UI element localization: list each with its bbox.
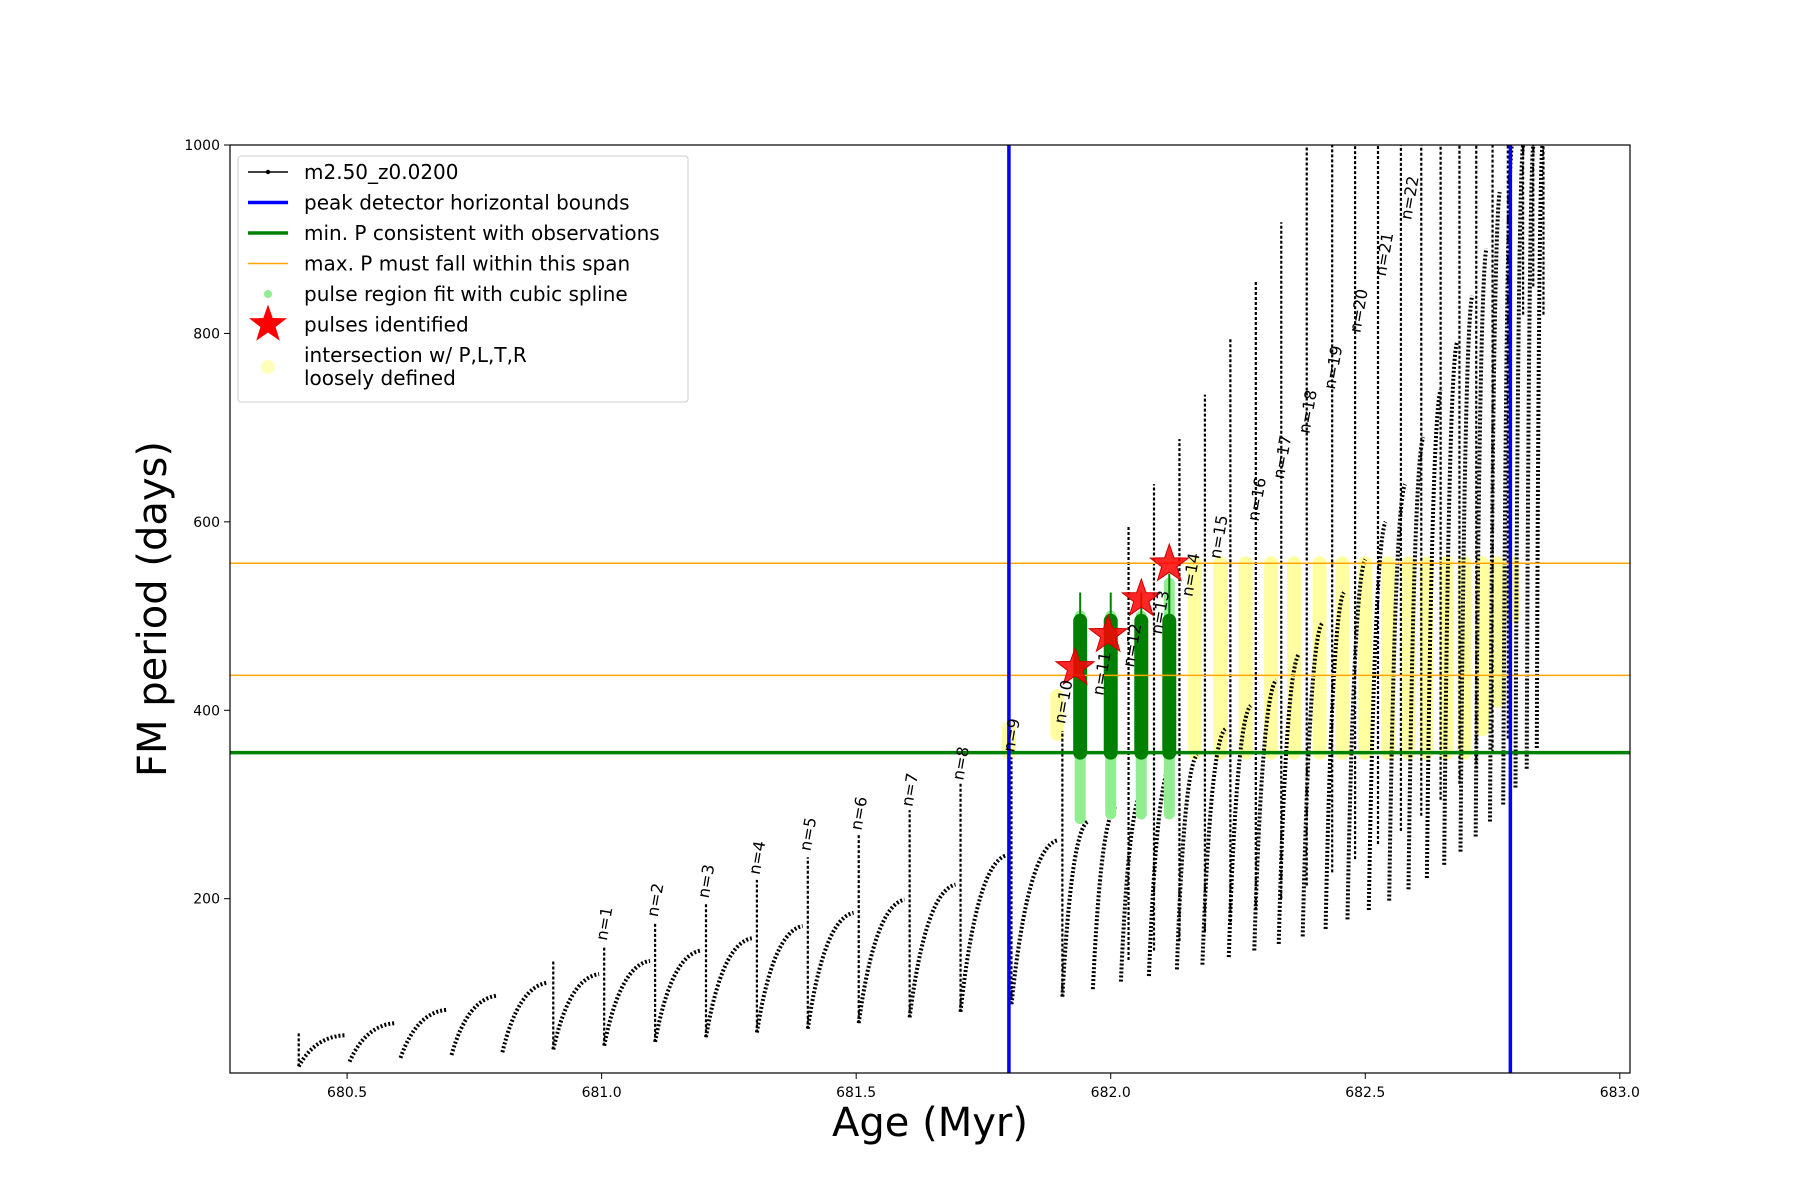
- legend-label-line: intersection w/ P,L,T,R: [304, 343, 527, 367]
- plot-layer: [230, 145, 1630, 1073]
- series-pulse-35: [1488, 191, 1502, 822]
- series-pulse-12: [856, 897, 906, 1024]
- plot-frame: [229, 144, 1631, 1074]
- legend-label-3: min. P consistent with observations: [304, 221, 660, 245]
- legend-label-6: pulses identified: [304, 313, 469, 337]
- series-pulse-17: [1090, 804, 1118, 990]
- legend-label-line: pulses identified: [304, 313, 469, 337]
- legend-label-line: max. P must fall within this span: [304, 252, 630, 276]
- x-tick-label-1: 680.5: [327, 1085, 367, 1101]
- y-tick-label-5: 1000: [184, 138, 220, 154]
- x-tick-label-6: 683.0: [1600, 1085, 1640, 1101]
- y-tick-label-4: 800: [193, 326, 220, 342]
- y-tick-label-1: 200: [193, 892, 220, 908]
- series-pulse-14: [958, 853, 1008, 1013]
- series-pulse-18: [1118, 785, 1146, 982]
- y-axis-label: FM period (days): [130, 441, 176, 777]
- x-tick-label-5: 682.5: [1345, 1085, 1385, 1101]
- series-pulse-21: [1200, 727, 1227, 965]
- series-pulse-4: [449, 993, 498, 1056]
- x-tick-label-2: 681.0: [582, 1085, 622, 1101]
- series-pulse-15: [1009, 838, 1059, 1005]
- axis-layer: 680.5 681.0 681.5 682.0 682.5 683.0 200 400 600 8…: [184, 138, 1640, 1101]
- series-pulse-13: [907, 882, 957, 1018]
- legend-box: [237, 155, 689, 403]
- x-axis-label: Age (Myr): [832, 1100, 1028, 1146]
- y-tick-label-2: 400: [193, 703, 220, 719]
- series-pulse-28: [1366, 520, 1388, 911]
- series-pulse-6: [551, 972, 600, 1050]
- legend-label-line: loosely defined: [304, 366, 456, 390]
- legend-label-4: max. P must fall within this span: [304, 252, 630, 276]
- series-pulse-37: [1513, 145, 1526, 788]
- legend-label-line: m2.50_z0.0200: [304, 160, 459, 184]
- series-pulse-7: [602, 958, 651, 1047]
- series-pulse-8: [653, 948, 702, 1043]
- series-pulse-36: [1501, 145, 1514, 805]
- pulse-star-4: [1148, 542, 1190, 582]
- legend-swatch-marker-1: [265, 169, 271, 175]
- x-tick-label-4: 682.0: [1091, 1085, 1131, 1101]
- legend-swatch-5: [264, 290, 272, 298]
- legend-label-line: peak detector horizontal bounds: [304, 191, 630, 215]
- pulse-star-3: [1120, 577, 1162, 617]
- legend-label-5: pulse region fit with cubic spline: [304, 282, 628, 306]
- series-pulse-32: [1442, 342, 1459, 865]
- legend-label-2: peak detector horizontal bounds: [304, 191, 630, 215]
- series-pulse-16: [1060, 819, 1090, 997]
- series-pulse-33: [1458, 295, 1475, 852]
- y-tick-label-3: 600: [193, 515, 220, 531]
- legend-swatch-7: [261, 360, 275, 374]
- legend-label-7: intersection w/ P,L,T,R loosely defined: [304, 343, 527, 390]
- series-pulse-29: [1387, 483, 1407, 901]
- series-pulse-3: [398, 1007, 447, 1059]
- legend-swatch-6: [249, 304, 287, 341]
- legend-label-line: pulse region fit with cubic spline: [304, 282, 628, 306]
- series-pulse-5: [500, 980, 549, 1053]
- x-tick-label-3: 681.5: [836, 1085, 876, 1101]
- series-pulse-30: [1406, 436, 1426, 890]
- series-pulse-1: [296, 1033, 345, 1068]
- legend-label-1: m2.50_z0.0200: [304, 160, 459, 184]
- series-pulse-2: [347, 1021, 396, 1063]
- series-pulse-31: [1424, 389, 1443, 879]
- series-pulse-25: [1300, 622, 1324, 937]
- series-pulse-10: [754, 924, 804, 1033]
- pulse-star-1: [1054, 646, 1096, 686]
- legend-label-line: min. P consistent with observations: [304, 221, 660, 245]
- pulse-star-2: [1087, 613, 1129, 653]
- series-pulse-39: [1534, 145, 1545, 749]
